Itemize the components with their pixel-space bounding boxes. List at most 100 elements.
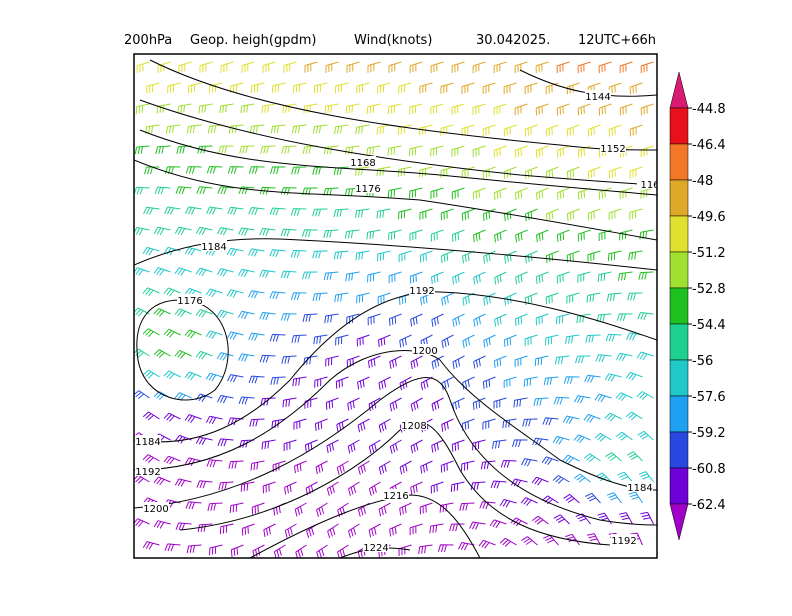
wind-barb (440, 208, 454, 221)
wind-barb (303, 355, 318, 366)
wind-barb (292, 376, 307, 387)
wind-barb (197, 145, 213, 154)
wind-barb (228, 460, 244, 469)
wind-barb (605, 333, 622, 342)
wind-barb (237, 310, 255, 320)
wind-barb (284, 481, 297, 495)
wind-barb (639, 229, 654, 240)
colorbar-box (669, 467, 689, 505)
wind-barb (461, 460, 475, 472)
wind-barb (627, 292, 643, 301)
wind-barb (347, 397, 360, 411)
colorbar-label: -57.6 (692, 390, 726, 405)
wind-barb (388, 61, 402, 73)
time: 12UTC+66h (578, 33, 656, 48)
wind-barb (306, 523, 318, 539)
wind-barb (398, 250, 412, 263)
wind-barb (420, 460, 433, 474)
contour-label-bg (350, 156, 376, 167)
wind-barb (608, 208, 622, 221)
wind-barb (197, 523, 213, 533)
wind-barb (388, 313, 402, 326)
contour-label-bg (177, 294, 203, 305)
wind-barb (366, 145, 381, 156)
wind-barb (577, 61, 591, 74)
wind-barb (368, 355, 381, 369)
contour-line (134, 350, 657, 491)
wind-barb (269, 249, 286, 258)
wind-barb (305, 439, 318, 453)
wind-barb (441, 418, 454, 432)
wind-barb (493, 145, 507, 158)
wind-barb (272, 460, 286, 473)
wind-barb (596, 313, 612, 323)
wind-barb (251, 502, 265, 515)
wind-barb (220, 61, 234, 73)
wind-barb (482, 166, 496, 179)
wind-barb (418, 544, 433, 555)
wind-barb (294, 502, 307, 517)
colorbar-label: -60.8 (692, 462, 726, 477)
wind-barb (437, 544, 454, 553)
wind-barb (520, 497, 538, 506)
wind-barb (563, 493, 580, 504)
wind-barb (535, 61, 549, 74)
wind-barb (410, 439, 423, 454)
wind-barb (248, 375, 265, 384)
wind-barb (504, 208, 517, 222)
wind-barb (640, 511, 654, 525)
wind-barb (348, 481, 360, 496)
wind-barb (249, 124, 265, 134)
wind-barb (629, 166, 643, 179)
wind-barb (541, 456, 559, 465)
wind-barb (605, 452, 622, 462)
wind-barb (368, 397, 381, 412)
wind-barb (184, 457, 202, 466)
wind-barb (143, 206, 160, 215)
wind-barb (292, 82, 307, 94)
wind-barb (586, 292, 601, 303)
wind-barb (156, 103, 171, 114)
wind-barb (281, 145, 297, 154)
wind-barb (577, 187, 591, 200)
wind-barb (346, 355, 360, 368)
wind-barb (164, 166, 181, 175)
wind-barb (142, 246, 160, 256)
wind-barb (312, 166, 328, 175)
wind-barb (177, 103, 192, 114)
contour-label: 1176 (177, 296, 202, 307)
wind-barb (556, 229, 570, 243)
wind-barb (575, 355, 591, 364)
wind-barb (478, 539, 496, 549)
wind-barb (587, 166, 601, 179)
wind-barb (552, 475, 570, 484)
wind-barb (515, 229, 528, 243)
colorbar-box (669, 323, 689, 361)
wind-barb (344, 229, 360, 239)
contour-label-bg (201, 240, 227, 251)
wind-barb (196, 186, 213, 195)
wind-barb (503, 166, 517, 179)
wind-barb (576, 313, 591, 324)
wind-barb (196, 480, 213, 489)
wind-barb (367, 271, 381, 283)
wind-barb (216, 268, 234, 277)
wind-barb (629, 208, 643, 220)
wind-barb (587, 250, 601, 262)
wind-barb (323, 145, 339, 155)
wind-barb (440, 124, 454, 136)
wind-barb (409, 187, 423, 199)
wind-barb (163, 287, 181, 297)
wind-barb (239, 145, 255, 154)
contour-label: 1184 (135, 437, 160, 448)
wind-barb (355, 124, 370, 135)
wind-barb (626, 332, 643, 341)
wind-barb (237, 268, 255, 278)
colorbar-box (669, 107, 689, 145)
wind-barb (238, 227, 255, 236)
wind-barb (315, 460, 328, 475)
wind-barb (640, 103, 654, 116)
wind-barb (587, 208, 601, 221)
wind-barb (398, 208, 412, 220)
colorbar-label: -56 (692, 354, 713, 369)
